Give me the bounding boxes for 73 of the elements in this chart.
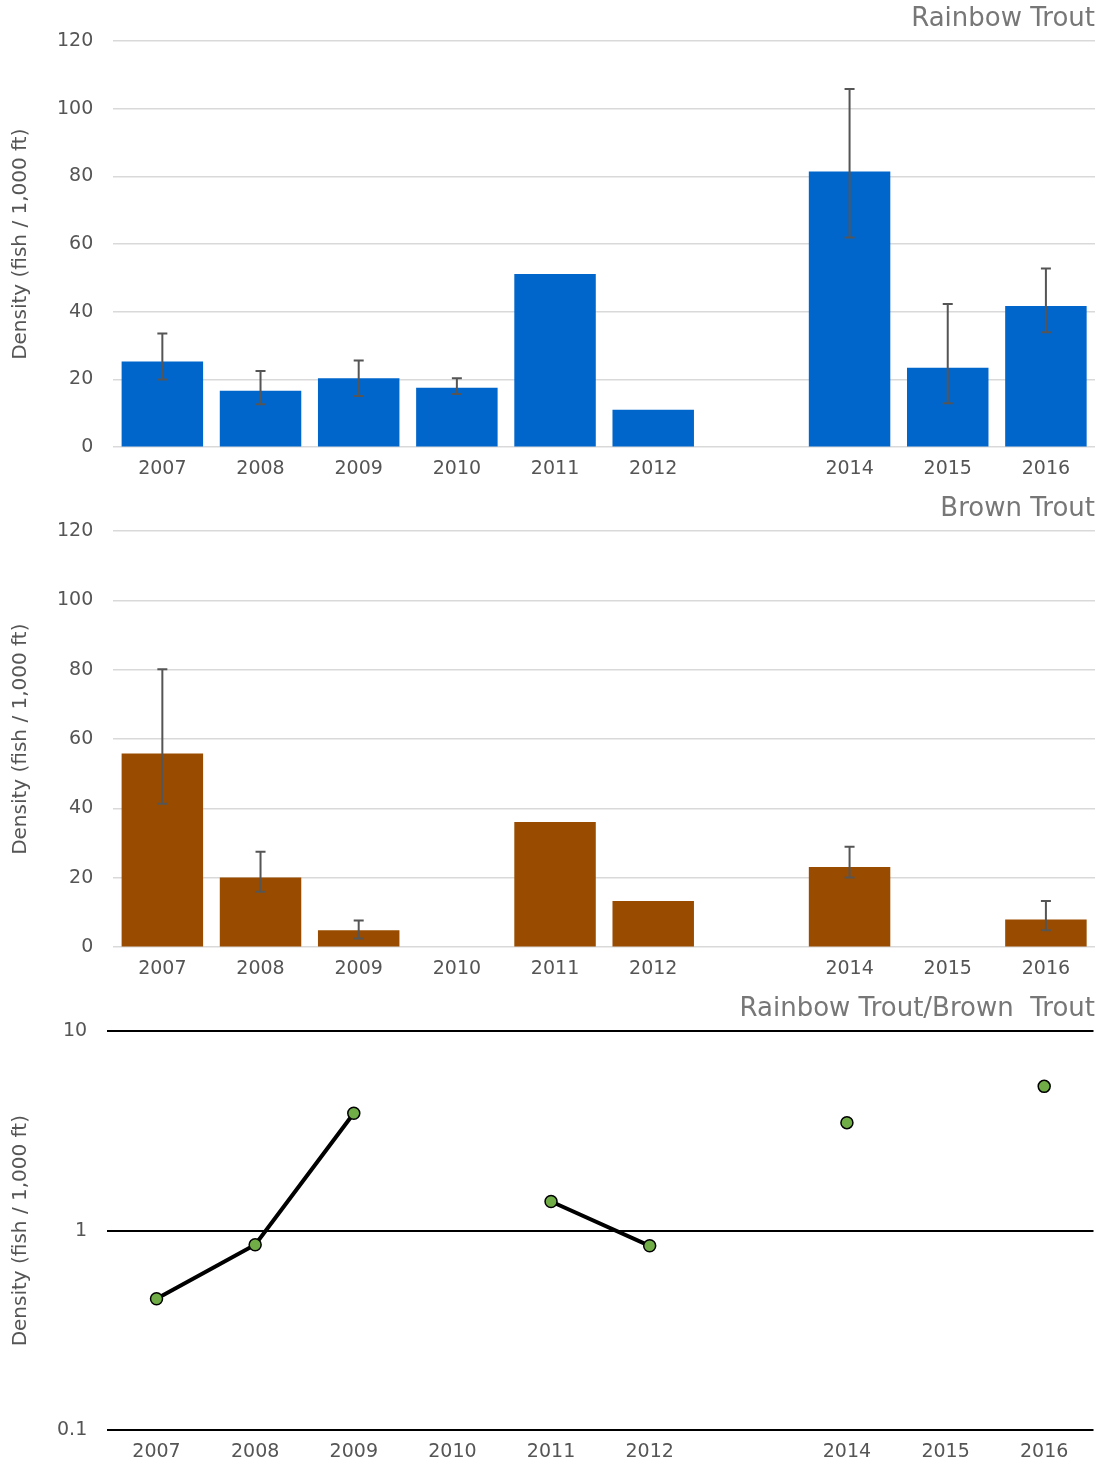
y-tick-label: 80 (69, 656, 94, 679)
y-tick-label: 80 (69, 163, 94, 186)
x-tick-label: 2012 (625, 1438, 674, 1461)
x-tick-label: 2007 (132, 1438, 181, 1461)
x-tick-label: 2009 (329, 1438, 378, 1461)
bar (121, 361, 204, 447)
bar (317, 930, 400, 947)
point (544, 1194, 558, 1209)
y-axis-title: Density (fish / 1,000 ft) (7, 128, 32, 360)
y-tick-label: 100 (57, 587, 94, 610)
x-tick-label: 2015 (921, 1438, 970, 1461)
y-tick-label: 20 (69, 366, 94, 389)
x-tick-label: 2008 (230, 1438, 280, 1461)
point (248, 1238, 262, 1252)
bar (808, 867, 891, 947)
bar (1005, 919, 1087, 947)
y-tick-label: 60 (69, 726, 94, 749)
bar (1005, 306, 1087, 447)
bar (612, 901, 694, 947)
y-tick-label: 0 (81, 434, 94, 457)
x-tick-label: 2012 (629, 455, 678, 478)
x-tick-label: 2014 (825, 455, 874, 478)
y-axis-title: Density (fish / 1,000 ft) (7, 623, 32, 855)
chart-title: Brown Trout (940, 492, 1095, 523)
y-tick-label: 0 (81, 934, 94, 957)
point (1037, 1079, 1051, 1094)
x-tick-label: 2015 (923, 955, 972, 978)
y-tick-label: 40 (69, 298, 94, 321)
x-tick-label: 2009 (334, 455, 383, 478)
point (149, 1291, 164, 1306)
bar (808, 171, 891, 447)
x-tick-label: 2016 (1021, 955, 1071, 978)
y-tick-label: 120 (57, 28, 94, 51)
chart-title: Rainbow Trout (911, 2, 1095, 33)
x-tick-label: 2012 (629, 955, 678, 978)
bar (121, 753, 204, 947)
bar (907, 367, 989, 447)
x-tick-label: 2015 (923, 455, 972, 478)
bar (317, 378, 400, 447)
x-tick-label: 2007 (138, 955, 187, 978)
x-tick-label: 2007 (138, 455, 187, 478)
x-tick-label: 2014 (825, 955, 874, 978)
point (642, 1239, 657, 1253)
y-tick-label: 20 (69, 864, 94, 887)
x-tick-label: 2008 (236, 455, 285, 478)
y-tick-label: 40 (69, 795, 94, 818)
bar (612, 409, 694, 447)
x-tick-label: 2014 (822, 1438, 872, 1461)
x-tick-label: 2008 (236, 955, 285, 978)
y-tick-label: 10 (63, 1018, 88, 1041)
bar (514, 273, 596, 447)
y-tick-label: 0.1 (57, 1417, 88, 1440)
x-tick-label: 2016 (1021, 455, 1071, 478)
bar (219, 390, 302, 447)
x-tick-label: 2010 (432, 455, 482, 478)
bar (514, 822, 596, 947)
bar (416, 387, 498, 447)
x-tick-label: 2009 (334, 955, 383, 978)
y-axis-title: Density (fish / 1,000 ft) (7, 1115, 32, 1347)
x-tick-label: 2011 (526, 1438, 576, 1461)
y-tick-label: 60 (69, 231, 94, 254)
bar (219, 877, 302, 947)
chart-title: Rainbow Trout/Brown Trout (739, 992, 1095, 1023)
x-tick-label: 2010 (428, 1438, 477, 1461)
x-tick-label: 2010 (432, 955, 482, 978)
y-tick-label: 120 (57, 518, 94, 541)
point (840, 1115, 854, 1130)
y-tick-label: 1 (75, 1217, 88, 1240)
y-tick-label: 100 (57, 95, 94, 118)
x-tick-label: 2011 (530, 455, 580, 478)
x-tick-label: 2016 (1020, 1438, 1069, 1461)
point (347, 1106, 361, 1120)
x-tick-label: 2011 (530, 955, 580, 978)
